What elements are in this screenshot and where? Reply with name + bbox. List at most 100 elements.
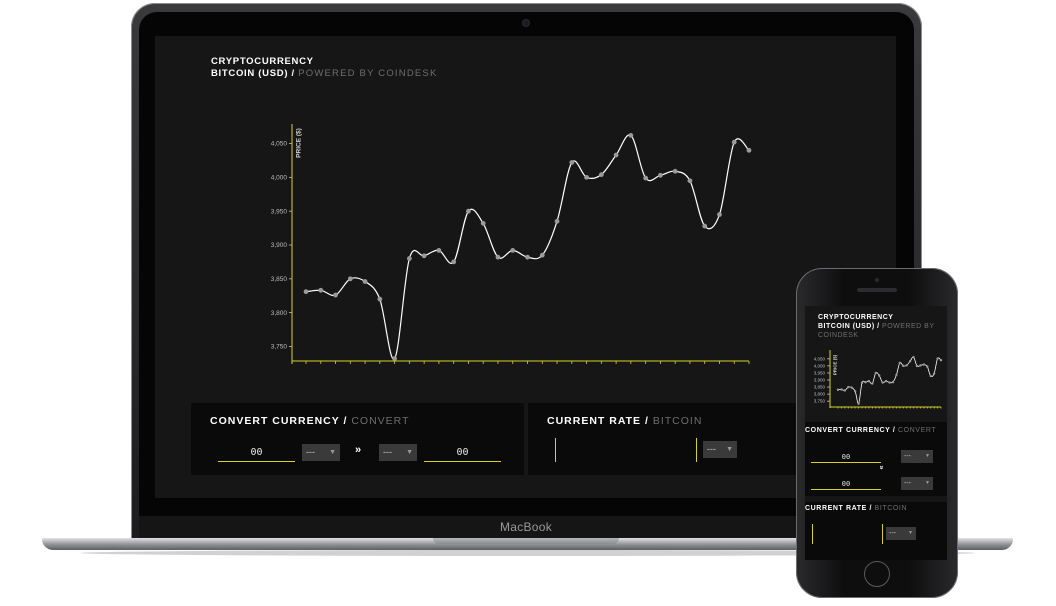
price-data-point [857, 402, 860, 405]
price-data-point [895, 373, 898, 377]
laptop-chin [139, 516, 914, 538]
phone-page-subtitle: BITCOIN (USD) [818, 323, 875, 330]
chevron-down-icon: ▼ [925, 480, 930, 486]
phone-camera-icon [875, 278, 879, 282]
y-tick-label: 3,750 [271, 344, 288, 351]
phone-rate-title: CURRENT RATE / BITCOIN [805, 505, 907, 512]
from-currency-value: --- [306, 447, 315, 457]
price-data-point [539, 252, 545, 258]
price-data-point [687, 178, 693, 184]
price-data-point [878, 374, 881, 377]
price-data-point [867, 379, 871, 383]
price-data-point [436, 248, 442, 253]
price-data-point [919, 364, 922, 367]
y-tick-label: 3,850 [271, 276, 288, 283]
phone-powered-by-link[interactable]: POWERED BY COINDESK [818, 323, 935, 339]
price-data-point [717, 212, 722, 217]
phone-rate-right-bar [882, 524, 883, 544]
laptop-notch [433, 538, 619, 544]
price-data-point [702, 223, 708, 229]
y-tick-label: 3,950 [271, 208, 288, 215]
price-data-point [888, 381, 891, 384]
phone-to-currency-value: --- [904, 480, 911, 487]
price-data-point [929, 374, 932, 378]
powered-by-link[interactable]: POWERED BY COINDESK [298, 68, 438, 79]
laptop-shadow [80, 550, 975, 556]
phone-convert-subtitle: CONVERT [897, 427, 937, 434]
phone-header-separator: / [877, 323, 880, 330]
phone-to-amount-input[interactable]: 00 [811, 479, 881, 490]
price-data-point [908, 360, 912, 363]
phone-from-amount-input[interactable]: 00 [811, 452, 881, 463]
price-data-point [871, 382, 874, 385]
price-data-point [936, 357, 939, 360]
phone-rate-subtitle: BITCOIN [874, 505, 908, 512]
price-data-point [898, 361, 901, 364]
convert-arrow-icon: » [355, 444, 362, 456]
rate-value-right-bar [696, 438, 697, 462]
phone-home-button[interactable] [864, 561, 890, 587]
price-data-point [932, 372, 936, 375]
chevron-down-icon: ▼ [329, 449, 336, 456]
price-data-point [672, 168, 678, 174]
from-amount-input[interactable]: 00 [218, 446, 295, 462]
convert-subtitle: CONVERT [351, 415, 410, 427]
y-tick-label: 3,750 [814, 399, 826, 404]
phone-convert-arrow-icon: » [877, 465, 885, 470]
phone-rate-currency-select[interactable]: --- ▼ [886, 527, 916, 540]
phone-screen: CRYPTOCURRENCY BITCOIN (USD) / POWERED B… [805, 306, 947, 560]
y-tick-label: 4,050 [814, 356, 826, 361]
header-separator: / [291, 68, 295, 79]
phone-from-currency-select[interactable]: --- ▼ [901, 450, 933, 463]
price-data-point [510, 248, 516, 253]
price-data-point [847, 385, 850, 389]
phone-page-title: CRYPTOCURRENCY [818, 314, 894, 321]
rate-value-left-bar [555, 438, 556, 462]
price-data-point [836, 388, 840, 391]
y-tick-label: 3,900 [814, 378, 826, 383]
price-data-point [598, 172, 604, 178]
laptop-camera-icon [523, 20, 529, 26]
price-data-point [303, 289, 309, 295]
price-series-line [837, 356, 942, 405]
price-data-point [902, 364, 905, 368]
price-data-point [926, 365, 929, 368]
chevron-down-icon: ▼ [908, 530, 913, 536]
price-data-point [318, 287, 324, 293]
y-tick-label: 3,900 [271, 242, 288, 249]
rate-title-separator: / [644, 415, 649, 427]
phone-to-currency-select[interactable]: --- ▼ [901, 477, 933, 490]
rate-subtitle: BITCOIN [652, 415, 703, 427]
price-data-point [480, 220, 486, 226]
phone-convert-title: CONVERT CURRENCY / CONVERT [805, 427, 936, 434]
price-data-point [347, 276, 353, 282]
y-axis-label: PRICE ($) [296, 128, 303, 158]
price-data-point [915, 364, 919, 368]
price-data-point [912, 355, 915, 359]
rate-currency-select[interactable]: --- ▼ [703, 441, 737, 458]
chevron-down-icon: ▼ [925, 453, 930, 459]
price-data-point [554, 218, 560, 224]
to-currency-select[interactable]: --- ▼ [379, 444, 417, 461]
phone-convert-separator: / [892, 427, 896, 434]
price-data-point [643, 175, 649, 181]
convert-title-separator: / [343, 415, 348, 427]
price-chart: 3,750 3,800 3,850 3,900 3,950 4,000 4,050 PRICE… [271, 124, 752, 364]
phone-rate-separator: / [869, 505, 872, 512]
price-data-point [525, 254, 530, 260]
to-amount-input[interactable]: 00 [424, 446, 501, 462]
price-data-point [392, 356, 397, 362]
rate-currency-value: --- [707, 444, 716, 454]
price-data-point [495, 254, 501, 260]
price-data-point [881, 381, 884, 384]
price-data-point [628, 133, 634, 138]
phone-from-currency-value: --- [904, 453, 911, 460]
from-currency-select[interactable]: --- ▼ [302, 444, 340, 461]
laptop-brand-label: MacBook [499, 520, 553, 534]
price-data-point [840, 388, 843, 391]
price-data-point [451, 259, 457, 265]
phone-convert-title-text: CONVERT CURRENCY [805, 427, 891, 434]
price-data-point [905, 364, 908, 367]
price-data-point [613, 152, 619, 158]
y-tick-label: 3,850 [814, 385, 826, 390]
